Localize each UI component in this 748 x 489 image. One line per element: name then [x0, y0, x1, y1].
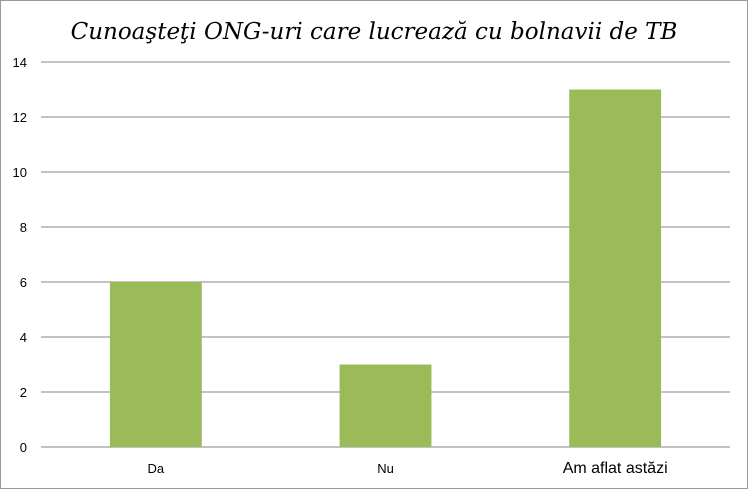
bar-am-aflat-astăzi	[569, 89, 662, 447]
x-category-label: Nu	[377, 461, 394, 476]
y-tick-label: 4	[20, 330, 27, 345]
y-axis-ticks: 0 2 4 6 8 10 12 14	[13, 55, 27, 455]
bar-nu	[339, 364, 432, 447]
chart-title: Cunoaşteţi ONG-uri care lucrează cu boln…	[71, 19, 678, 45]
y-tick-label: 6	[20, 275, 27, 290]
y-tick-label: 14	[13, 55, 27, 70]
x-axis-categories: Da Nu Am aflat astăzi	[148, 460, 668, 477]
y-tick-label: 8	[20, 220, 27, 235]
y-tick-label: 10	[13, 165, 27, 180]
bars	[109, 89, 662, 447]
y-tick-label: 12	[13, 110, 27, 125]
x-category-label: Am aflat astăzi	[563, 460, 668, 477]
y-tick-label: 0	[20, 440, 27, 455]
x-category-label: Da	[148, 461, 165, 476]
bar-da	[109, 282, 202, 447]
y-tick-label: 2	[20, 385, 27, 400]
